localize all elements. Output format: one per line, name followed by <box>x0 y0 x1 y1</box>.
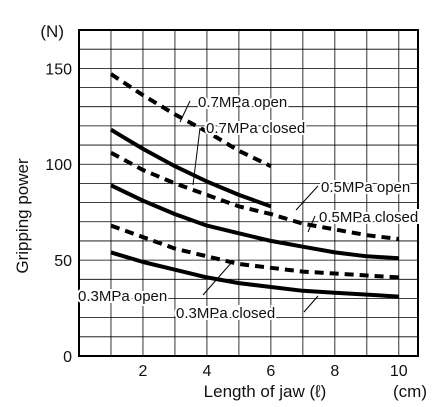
x-tick-label: 2 <box>139 363 148 380</box>
label-leader-line <box>303 295 319 313</box>
label-leader-line <box>295 185 319 211</box>
y-tick-label: 150 <box>45 61 72 78</box>
label-leader-line <box>179 100 191 123</box>
series-label: 0.5MPa open <box>321 179 410 196</box>
series-line-0.5mpa-closed <box>110 183 399 261</box>
y-unit-label: (N) <box>40 22 64 41</box>
series-line-0.3mpa-open <box>110 223 399 280</box>
x-axis-label: Length of jaw (ℓ) <box>204 382 327 401</box>
y-axis-label: Gripping power <box>13 158 32 274</box>
x-tick-label: 4 <box>202 363 211 380</box>
series-line-0.7mpa-open <box>109 72 272 169</box>
series-label: 0.3MPa closed <box>176 305 275 322</box>
series-line-0.5mpa-open <box>110 150 400 241</box>
series-line-0.3mpa-closed <box>110 250 399 299</box>
label-leader-line <box>192 127 201 186</box>
y-tick-label: 100 <box>45 157 72 174</box>
y-tick-label: 50 <box>54 253 72 270</box>
series-label: 0.7MPa open <box>198 94 287 111</box>
plot-frame <box>78 29 419 357</box>
x-tick-label: 6 <box>266 363 275 380</box>
y-tick-label: 0 <box>63 349 72 366</box>
label-leader-line <box>202 261 233 296</box>
series-label: 0.7MPa closed <box>206 120 305 137</box>
label-leader-line <box>307 215 316 233</box>
x-unit-label: (cm) <box>393 382 427 401</box>
series-labels: 0.7MPa open 0.7MPa closed 0.5MPa open 0.5MP… <box>76 92 420 324</box>
series-lines <box>109 72 400 299</box>
x-tick-label: 8 <box>330 363 339 380</box>
series-line-0.7mpa-closed <box>109 127 272 209</box>
x-tick-label: 10 <box>390 363 408 380</box>
series-label: 0.5MPa closed <box>319 209 418 226</box>
grid <box>79 30 418 356</box>
series-label: 0.3MPa open <box>78 288 167 305</box>
